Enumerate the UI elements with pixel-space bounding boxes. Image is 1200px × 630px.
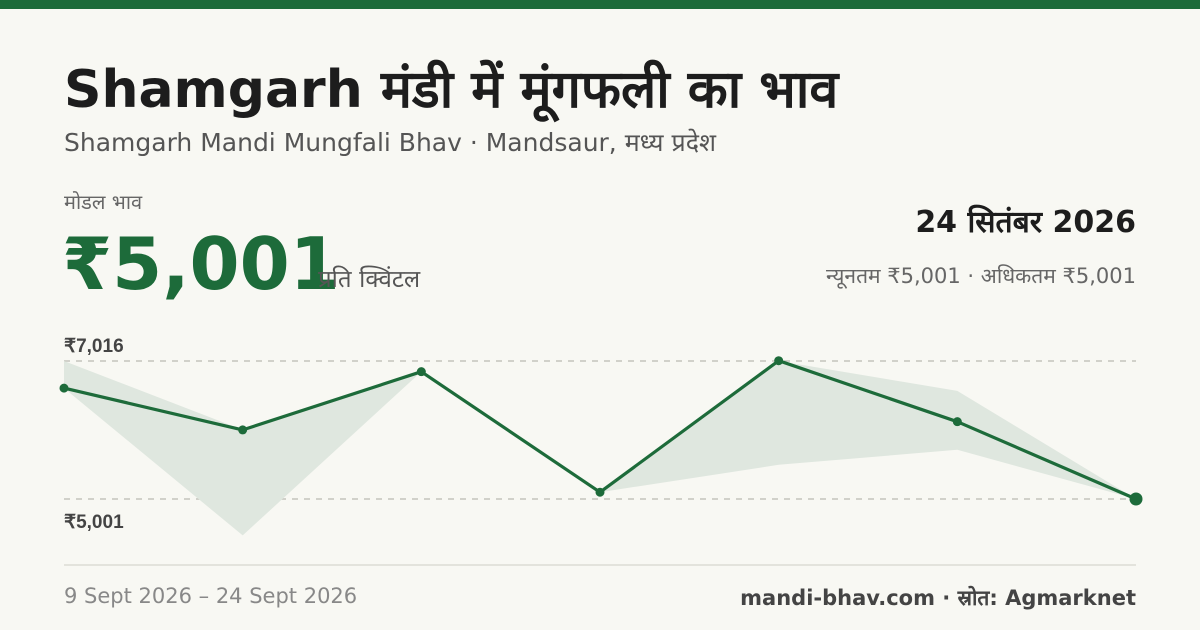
- data-point: [1129, 492, 1143, 506]
- data-point: [774, 356, 784, 366]
- min-max-band: [64, 361, 1136, 536]
- source-credit: mandi-bhav.com · स्रोत: Agmarknet: [740, 586, 1136, 610]
- data-point: [416, 367, 426, 377]
- page-subtitle: Shamgarh Mandi Mungfali Bhav · Mandsaur,…: [64, 128, 717, 157]
- price-chart: ₹7,016 ₹5,001: [59, 336, 1143, 566]
- data-point: [952, 417, 962, 427]
- top-accent-bar: [0, 0, 1200, 9]
- y-max-label: ₹7,016: [64, 336, 124, 357]
- modal-price-value: ₹5,001: [62, 222, 340, 306]
- modal-price-label: मोडल भाव: [64, 190, 143, 214]
- price-unit: प्रति क्विंटल: [318, 265, 421, 293]
- price-date: 24 सितंबर 2026: [915, 205, 1136, 240]
- page-title: Shamgarh मंडी में मूंगफली का भाव: [64, 60, 839, 120]
- data-points: [59, 356, 1143, 506]
- y-min-label: ₹5,001: [64, 512, 124, 533]
- data-point: [595, 487, 605, 497]
- date-range: 9 Sept 2026 – 24 Sept 2026: [64, 584, 358, 608]
- min-max-range: न्यूनतम ₹5,001 · अधिकतम ₹5,001: [826, 264, 1136, 288]
- data-point: [238, 425, 248, 435]
- data-point: [59, 383, 69, 393]
